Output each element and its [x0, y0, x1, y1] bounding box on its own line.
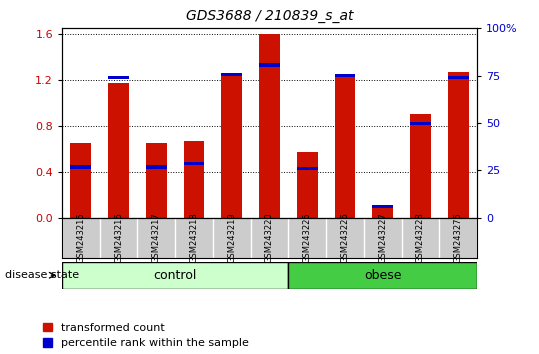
- Bar: [71, 165, 91, 169]
- Bar: [108, 76, 129, 79]
- Text: control: control: [154, 269, 197, 282]
- Text: GDS3688 / 210839_s_at: GDS3688 / 210839_s_at: [186, 9, 353, 23]
- Bar: [410, 114, 431, 218]
- Bar: [108, 84, 129, 218]
- FancyBboxPatch shape: [288, 262, 477, 289]
- Bar: [71, 143, 91, 218]
- Bar: [184, 141, 204, 218]
- Text: GSM243226: GSM243226: [341, 213, 349, 263]
- Bar: [297, 152, 317, 218]
- Text: GSM243225: GSM243225: [303, 213, 312, 263]
- Bar: [297, 167, 317, 170]
- FancyBboxPatch shape: [62, 262, 288, 289]
- Text: GSM243215: GSM243215: [77, 213, 85, 263]
- Bar: [372, 205, 393, 208]
- Bar: [146, 165, 167, 169]
- Bar: [448, 76, 468, 79]
- Bar: [335, 74, 355, 77]
- Text: GSM243220: GSM243220: [265, 213, 274, 263]
- Bar: [372, 207, 393, 218]
- Text: obese: obese: [364, 269, 402, 282]
- Bar: [184, 162, 204, 165]
- Text: GSM243217: GSM243217: [152, 213, 161, 263]
- Bar: [146, 143, 167, 218]
- Legend: transformed count, percentile rank within the sample: transformed count, percentile rank withi…: [43, 322, 249, 348]
- Bar: [222, 73, 242, 76]
- Text: GSM243219: GSM243219: [227, 213, 236, 263]
- Bar: [259, 63, 280, 67]
- Text: GSM243227: GSM243227: [378, 213, 387, 263]
- Text: GSM243218: GSM243218: [190, 213, 198, 263]
- Bar: [259, 34, 280, 218]
- Text: GSM243275: GSM243275: [454, 213, 462, 263]
- Bar: [448, 72, 468, 218]
- Bar: [410, 122, 431, 125]
- Text: GSM243216: GSM243216: [114, 213, 123, 263]
- Text: disease state: disease state: [5, 270, 80, 280]
- Bar: [335, 74, 355, 218]
- Text: GSM243228: GSM243228: [416, 213, 425, 263]
- Bar: [222, 74, 242, 218]
